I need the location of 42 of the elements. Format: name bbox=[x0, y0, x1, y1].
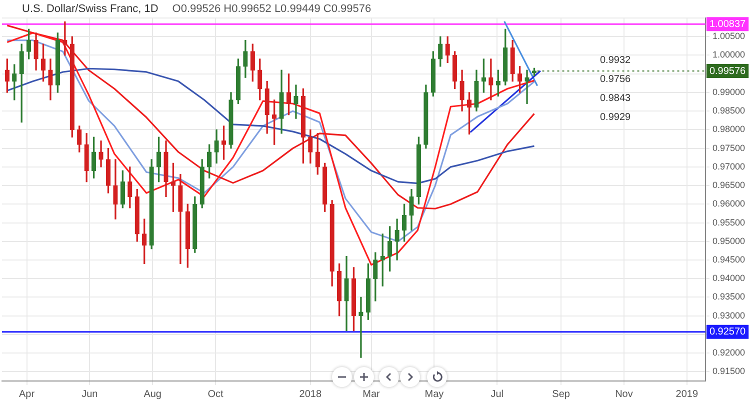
ref-line-label: 0.92570 bbox=[709, 326, 746, 338]
candlestick bbox=[294, 84, 298, 119]
candlestick bbox=[62, 21, 68, 56]
y-tick-label: 0.98000 bbox=[712, 124, 746, 134]
y-tick-label: 0.96000 bbox=[712, 198, 746, 209]
annotation: 0.9929 bbox=[600, 112, 632, 123]
y-tick-label: 0.94000 bbox=[712, 273, 746, 284]
chart-subtitle: O0.99526 H0.99652 L0.99449 C0.99576 bbox=[172, 3, 372, 16]
x-tick-label: May bbox=[424, 388, 444, 400]
chart-title: U.S. Dollar/Swiss Franc, 1D bbox=[22, 3, 158, 16]
ref-line-label: 1.00837 bbox=[709, 18, 746, 30]
x-tick-label: Jul bbox=[490, 388, 504, 400]
x-tick-label: Mar bbox=[362, 388, 381, 400]
y-tick-label: 0.91500 bbox=[712, 366, 746, 376]
y-tick-label: 0.93000 bbox=[712, 310, 746, 320]
y-tick-label: 0.92000 bbox=[712, 348, 746, 358]
x-tick-label: Apr bbox=[18, 388, 36, 400]
y-tick-label: 0.95500 bbox=[712, 217, 746, 228]
x-tick-label: Sep bbox=[552, 388, 570, 400]
annotation: 0.9932 bbox=[600, 54, 632, 66]
annotation: 0.9756 bbox=[600, 74, 632, 85]
x-tick-label: Oct bbox=[208, 388, 224, 400]
x-tick-label: Nov bbox=[615, 388, 633, 400]
y-tick-label: 0.95000 bbox=[712, 236, 746, 246]
y-tick-label: 1.00000 bbox=[712, 50, 746, 60]
y-tick-label: 0.98500 bbox=[712, 106, 746, 116]
x-tick-label: Aug bbox=[144, 388, 162, 400]
x-tick-label: 2019 bbox=[676, 388, 698, 400]
annotation: 0.9843 bbox=[600, 92, 632, 104]
x-tick-label: 2018 bbox=[299, 388, 322, 400]
y-tick-label: 0.96500 bbox=[712, 180, 746, 190]
annotation: 0.99576 bbox=[709, 66, 746, 77]
candlestick bbox=[524, 70, 530, 104]
x-tick-label: Jun bbox=[82, 388, 98, 400]
y-tick-label: 0.93500 bbox=[712, 292, 746, 302]
candlestick bbox=[358, 296, 364, 358]
y-tick-label: 0.94500 bbox=[712, 254, 746, 264]
candlestick bbox=[488, 58, 494, 100]
y-tick-label: 0.99000 bbox=[712, 86, 746, 97]
y-tick-label: 0.97500 bbox=[712, 142, 746, 153]
y-tick-label: 1.00500 bbox=[712, 31, 746, 42]
y-tick-label: 0.97000 bbox=[712, 161, 746, 172]
